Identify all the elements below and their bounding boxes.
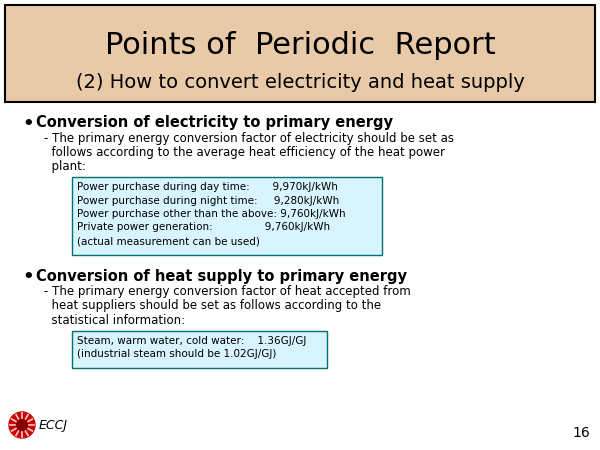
Text: Conversion of heat supply to primary energy: Conversion of heat supply to primary ene… bbox=[36, 269, 407, 284]
Text: •: • bbox=[22, 269, 34, 287]
Text: (2) How to convert electricity and heat supply: (2) How to convert electricity and heat … bbox=[76, 73, 524, 93]
Text: Power purchase during night time:     9,280kJ/kWh: Power purchase during night time: 9,280k… bbox=[77, 195, 339, 206]
Text: Points of  Periodic  Report: Points of Periodic Report bbox=[104, 31, 496, 59]
Text: ECCJ: ECCJ bbox=[39, 418, 68, 432]
Text: Private power generation:                9,760kJ/kWh: Private power generation: 9,760kJ/kWh bbox=[77, 222, 330, 233]
Text: 16: 16 bbox=[572, 426, 590, 440]
Circle shape bbox=[9, 412, 35, 438]
Text: - The primary energy conversion factor of electricity should be set as: - The primary energy conversion factor o… bbox=[44, 132, 454, 145]
FancyBboxPatch shape bbox=[72, 177, 382, 255]
Text: Power purchase during day time:       9,970kJ/kWh: Power purchase during day time: 9,970kJ/… bbox=[77, 182, 338, 192]
Text: •: • bbox=[22, 115, 34, 133]
Text: (actual measurement can be used): (actual measurement can be used) bbox=[77, 236, 260, 246]
FancyBboxPatch shape bbox=[72, 330, 327, 368]
Text: follows according to the average heat efficiency of the heat power: follows according to the average heat ef… bbox=[44, 146, 445, 159]
Text: - The primary energy conversion factor of heat accepted from: - The primary energy conversion factor o… bbox=[44, 285, 411, 298]
Text: heat suppliers should be set as follows according to the: heat suppliers should be set as follows … bbox=[44, 300, 381, 312]
Text: Power purchase other than the above: 9,760kJ/kWh: Power purchase other than the above: 9,7… bbox=[77, 209, 346, 219]
Text: plant:: plant: bbox=[44, 160, 86, 173]
Text: (industrial steam should be 1.02GJ/GJ): (industrial steam should be 1.02GJ/GJ) bbox=[77, 349, 277, 359]
Text: Conversion of electricity to primary energy: Conversion of electricity to primary ene… bbox=[36, 115, 393, 130]
Circle shape bbox=[16, 419, 28, 431]
Text: Steam, warm water, cold water:    1.36GJ/GJ: Steam, warm water, cold water: 1.36GJ/GJ bbox=[77, 336, 307, 346]
FancyBboxPatch shape bbox=[5, 5, 595, 102]
Text: statistical information:: statistical information: bbox=[44, 314, 185, 327]
